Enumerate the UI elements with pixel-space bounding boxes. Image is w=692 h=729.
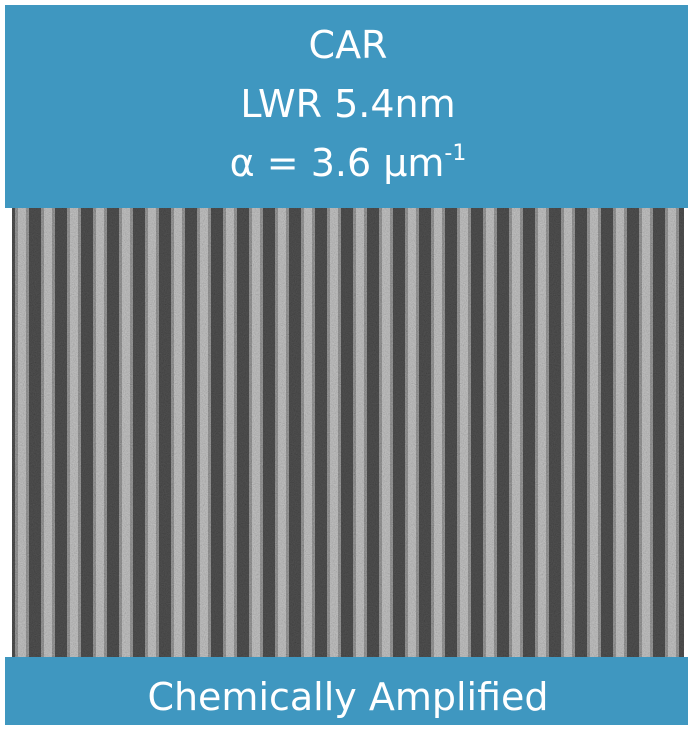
figure: CAR LWR 5.4nm α = 3.6 μm-1 Chemically Am… — [0, 0, 692, 725]
alpha-line: α = 3.6 μm-1 — [230, 141, 467, 185]
sem-noise — [12, 208, 684, 657]
header-line: CAR — [309, 23, 388, 67]
sem-image — [12, 208, 684, 657]
body: CAR LWR 5.4nm α = 3.6 μm-1 Chemically Am… — [0, 0, 692, 725]
alpha-text: α = 3.6 μm — [230, 141, 445, 185]
superscript: -1 — [444, 141, 466, 166]
header-line: LWR 5.4nm — [240, 82, 455, 126]
footer-label: Chemically Amplified — [147, 675, 548, 719]
page: {"header": {"lines": ["CAR", "LWR 5.4nm"… — [0, 0, 692, 725]
